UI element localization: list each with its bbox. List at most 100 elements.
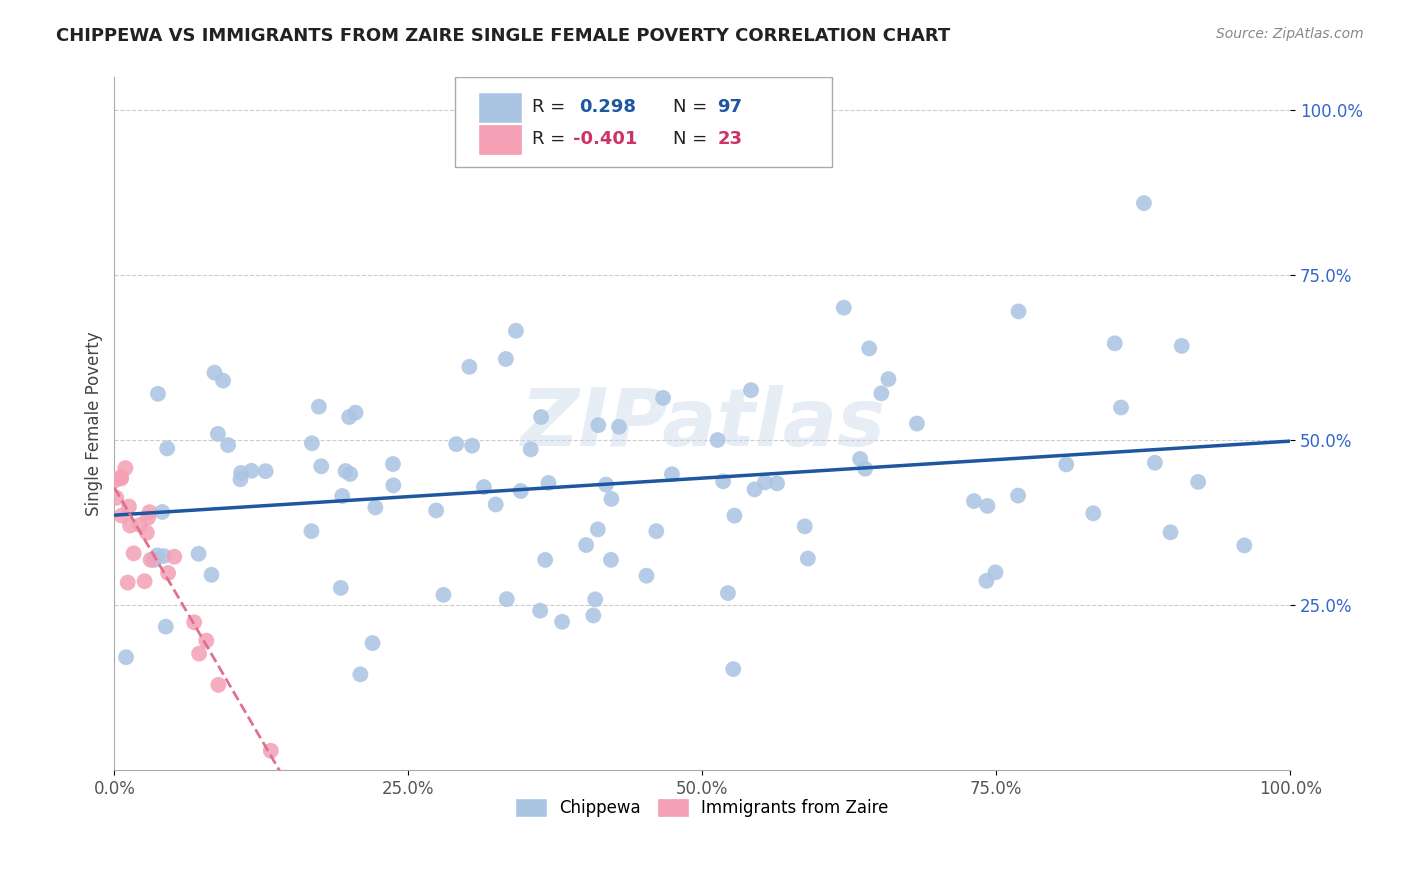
Point <box>976 574 998 588</box>
Point <box>905 417 928 431</box>
Text: N =: N = <box>673 130 713 148</box>
Point <box>143 553 166 567</box>
Point <box>797 551 820 566</box>
Point <box>156 442 179 456</box>
Point <box>134 574 156 589</box>
Point <box>195 633 218 648</box>
Point <box>551 615 574 629</box>
Point <box>187 547 209 561</box>
Point <box>229 466 252 480</box>
Point <box>337 410 360 425</box>
Point <box>183 615 205 630</box>
Point <box>309 459 332 474</box>
Point <box>607 419 630 434</box>
Point <box>1007 304 1029 318</box>
Point <box>832 301 855 315</box>
Point <box>115 650 138 665</box>
Point <box>139 553 162 567</box>
Point <box>163 549 186 564</box>
Point <box>529 604 551 618</box>
Point <box>110 470 132 484</box>
Point <box>155 620 177 634</box>
Point <box>114 461 136 475</box>
Point <box>495 592 517 607</box>
Point <box>349 667 371 681</box>
Point <box>723 662 745 676</box>
Text: ZIPatlas: ZIPatlas <box>520 384 884 463</box>
Point <box>339 467 361 481</box>
Point <box>260 744 283 758</box>
Text: -0.401: -0.401 <box>574 130 637 148</box>
Point <box>711 475 734 489</box>
Point <box>1133 196 1156 211</box>
Point <box>381 457 404 471</box>
Point <box>706 433 728 447</box>
Point <box>146 386 169 401</box>
Point <box>766 476 789 491</box>
Point <box>1109 401 1132 415</box>
Point <box>458 359 481 374</box>
Point <box>364 500 387 515</box>
Point <box>600 491 623 506</box>
Point <box>744 483 766 497</box>
Point <box>217 438 239 452</box>
Point <box>1187 475 1209 489</box>
Point <box>254 464 277 478</box>
Point <box>129 517 152 532</box>
Point <box>963 494 986 508</box>
Point <box>595 477 617 491</box>
Point <box>582 608 605 623</box>
Point <box>793 519 815 533</box>
Point <box>505 324 527 338</box>
Point <box>1143 456 1166 470</box>
Point <box>330 489 353 503</box>
Point <box>188 647 211 661</box>
Point <box>105 491 128 505</box>
Point <box>1007 489 1029 503</box>
Point <box>110 471 132 485</box>
Point <box>382 478 405 492</box>
FancyBboxPatch shape <box>456 78 831 168</box>
Point <box>229 472 252 486</box>
Point <box>976 499 998 513</box>
Point <box>849 452 872 467</box>
Point <box>118 518 141 533</box>
Point <box>335 464 357 478</box>
Point <box>204 366 226 380</box>
Point <box>425 503 447 517</box>
Point <box>301 436 323 450</box>
Point <box>858 342 880 356</box>
Text: 0.298: 0.298 <box>579 98 636 116</box>
Point <box>717 586 740 600</box>
Point <box>583 592 606 607</box>
FancyBboxPatch shape <box>479 93 522 122</box>
Point <box>1104 336 1126 351</box>
Point <box>661 467 683 482</box>
Point <box>877 372 900 386</box>
Point <box>136 510 159 524</box>
Point <box>118 500 141 514</box>
Text: 97: 97 <box>717 98 742 116</box>
Point <box>110 508 132 523</box>
Point <box>600 553 623 567</box>
Text: R =: R = <box>531 130 571 148</box>
Point <box>472 480 495 494</box>
Point <box>301 524 323 538</box>
FancyBboxPatch shape <box>479 125 522 153</box>
Point <box>146 549 169 563</box>
Point <box>135 525 157 540</box>
Point <box>308 400 330 414</box>
Point <box>1160 525 1182 540</box>
Text: N =: N = <box>673 98 713 116</box>
Point <box>519 442 541 457</box>
Point <box>588 418 610 433</box>
Point <box>537 475 560 490</box>
Point <box>495 351 517 366</box>
Point <box>432 588 454 602</box>
Point <box>461 439 484 453</box>
Point <box>853 461 876 475</box>
Point <box>200 567 222 582</box>
Point <box>575 538 598 552</box>
Point <box>446 437 468 451</box>
Point <box>152 549 174 563</box>
